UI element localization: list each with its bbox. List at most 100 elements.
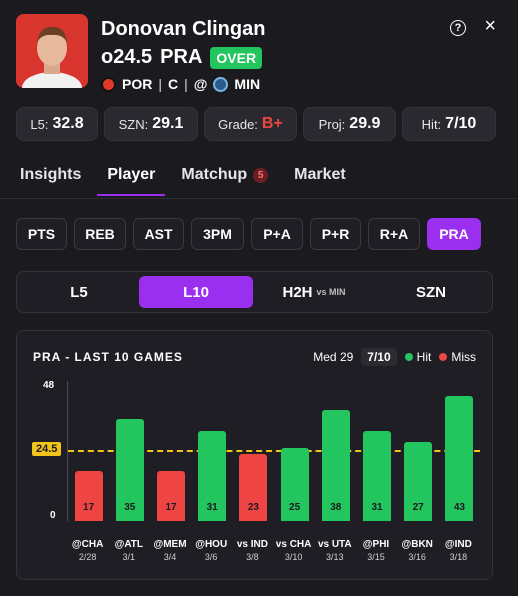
stat-value: 29.9 bbox=[349, 115, 381, 132]
prop-line-guide bbox=[68, 449, 480, 452]
close-icon[interactable]: × bbox=[484, 15, 496, 37]
range-l10[interactable]: L10 bbox=[139, 276, 253, 308]
tab-label: Market bbox=[294, 166, 346, 183]
position: C bbox=[167, 76, 179, 92]
range-szn[interactable]: SZN bbox=[416, 283, 446, 301]
bar-value-label: 27 bbox=[412, 502, 424, 513]
help-icon[interactable]: ? bbox=[450, 20, 466, 36]
chip-ast[interactable]: AST bbox=[133, 218, 184, 250]
min-logo-icon bbox=[213, 76, 229, 92]
tab-matchup[interactable]: Matchup 5 bbox=[181, 166, 269, 196]
x-tick-opponent: @BKN bbox=[401, 539, 433, 550]
matchup-count-badge: 5 bbox=[253, 167, 269, 183]
stat-value: 7/10 bbox=[445, 115, 477, 132]
legend-miss-label: Miss bbox=[451, 350, 476, 364]
x-tick-opponent: vs CHA bbox=[275, 539, 312, 550]
stat-proj: Proj: 29.9 bbox=[303, 107, 396, 141]
stat-value: B+ bbox=[261, 115, 283, 132]
stat-value: 32.8 bbox=[52, 115, 84, 132]
range-h2h[interactable]: H2H vs MIN bbox=[257, 276, 371, 308]
x-tick-date: 3/15 bbox=[367, 552, 385, 562]
tab-player[interactable]: Player bbox=[97, 166, 166, 196]
bar-value-label: 17 bbox=[83, 502, 95, 513]
range-h2h-label: H2H bbox=[282, 283, 313, 301]
x-tick-opponent: @PHI bbox=[362, 539, 390, 550]
x-tick: @IND 3/18 bbox=[438, 539, 478, 562]
x-tick: vs IND 3/8 bbox=[232, 539, 272, 562]
player-name: Donovan Clingan bbox=[101, 18, 266, 40]
divider: | bbox=[184, 76, 188, 92]
y-axis-min: 0 bbox=[50, 510, 56, 521]
bar-value-label: 23 bbox=[247, 502, 259, 513]
bar--bkn[interactable]: 27 bbox=[404, 442, 433, 521]
x-tick-date: 3/1 bbox=[122, 552, 136, 562]
bar-value-label: 38 bbox=[330, 502, 342, 513]
range-l5[interactable]: L5 bbox=[70, 283, 88, 301]
por-logo-icon bbox=[101, 76, 116, 92]
bar--phi[interactable]: 31 bbox=[363, 430, 391, 521]
chip-pa[interactable]: P+A bbox=[251, 218, 303, 250]
bar-vs-cha[interactable]: 25 bbox=[280, 448, 309, 521]
prop-line-row: o24.5 PRA OVER bbox=[101, 46, 263, 69]
legend-miss: Miss bbox=[439, 350, 476, 364]
chart-plot-area: 17 35 17 31 23 25 38 31 27 43 bbox=[67, 381, 480, 521]
vs-symbol: @ bbox=[193, 76, 208, 92]
prop-line: o24.5 bbox=[101, 46, 153, 68]
x-tick-opponent: @MEM bbox=[153, 539, 187, 550]
x-tick: @MEM 3/4 bbox=[150, 539, 190, 562]
stat-szn: SZN: 29.1 bbox=[104, 107, 198, 141]
player-avatar bbox=[16, 14, 88, 88]
stat-l5: L5: 32.8 bbox=[16, 107, 98, 141]
stat-label: Hit: bbox=[421, 116, 442, 132]
bar--mem[interactable]: 17 bbox=[157, 471, 185, 521]
bar--atl[interactable]: 35 bbox=[115, 418, 144, 521]
miss-dot-icon bbox=[439, 353, 448, 361]
y-axis-max: 48 bbox=[43, 380, 55, 391]
tab-label: Matchup bbox=[181, 166, 248, 183]
bar--ind[interactable]: 43 bbox=[445, 395, 474, 521]
range-selector: L5 L10 H2H vs MIN SZN bbox=[16, 271, 493, 313]
bar--hou[interactable]: 31 bbox=[198, 430, 227, 521]
x-tick-opponent: @ATL bbox=[114, 539, 144, 550]
bar-value-label: 43 bbox=[453, 502, 465, 513]
chart-card: PRA - LAST 10 GAMES Med 29 7/10 Hit Miss… bbox=[16, 330, 493, 580]
tabs-divider bbox=[0, 198, 518, 199]
chip-pra[interactable]: PRA bbox=[427, 218, 481, 250]
chip-ra[interactable]: R+A bbox=[368, 218, 420, 250]
stat-label: SZN: bbox=[118, 116, 149, 132]
stat-hit: Hit: 7/10 bbox=[402, 107, 496, 141]
prop-line-label: 24.5 bbox=[32, 441, 62, 456]
chip-3pm[interactable]: 3PM bbox=[191, 218, 244, 250]
bar-vs-ind[interactable]: 23 bbox=[239, 453, 268, 521]
chart-title: PRA - LAST 10 GAMES bbox=[33, 350, 183, 364]
stat-summary-row: L5: 32.8 SZN: 29.1 Grade: B+ Proj: 29.9 … bbox=[16, 107, 502, 141]
x-tick-date: 3/10 bbox=[284, 552, 303, 562]
chart-legend: Med 29 7/10 Hit Miss bbox=[313, 348, 476, 366]
tab-market[interactable]: Market bbox=[294, 166, 346, 196]
stat-label: Grade: bbox=[218, 116, 258, 132]
stat-grade: Grade: B+ bbox=[204, 107, 297, 141]
stat-label: Proj: bbox=[318, 116, 346, 132]
bar-value-label: 31 bbox=[371, 502, 383, 513]
x-tick-date: 3/18 bbox=[449, 552, 468, 562]
x-tick: @ATL 3/1 bbox=[109, 539, 149, 562]
bar-value-label: 35 bbox=[124, 502, 136, 513]
legend-hit: Hit bbox=[404, 350, 432, 364]
stat-label: L5: bbox=[30, 116, 49, 132]
opponent-abbr: MIN bbox=[234, 76, 261, 92]
x-tick: @CHA 2/28 bbox=[68, 539, 108, 562]
bar-vs-uta[interactable]: 38 bbox=[321, 410, 350, 521]
bar-value-label: 17 bbox=[165, 502, 177, 513]
stat-type-chips: PTS REB AST 3PM P+A P+R R+A PRA bbox=[16, 218, 481, 250]
legend-hit-label: Hit bbox=[416, 350, 432, 364]
hit-dot-icon bbox=[404, 353, 413, 361]
bar--cha[interactable]: 17 bbox=[74, 471, 103, 521]
range-h2h-sub: vs MIN bbox=[316, 287, 346, 297]
tab-insights[interactable]: Insights bbox=[20, 166, 81, 196]
team-abbr: POR bbox=[122, 76, 153, 92]
chip-pts[interactable]: PTS bbox=[16, 218, 67, 250]
x-tick-date: 3/6 bbox=[204, 552, 218, 562]
chip-reb[interactable]: REB bbox=[74, 218, 126, 250]
chip-pr[interactable]: P+R bbox=[310, 218, 361, 250]
prop-market: PRA bbox=[160, 46, 203, 68]
